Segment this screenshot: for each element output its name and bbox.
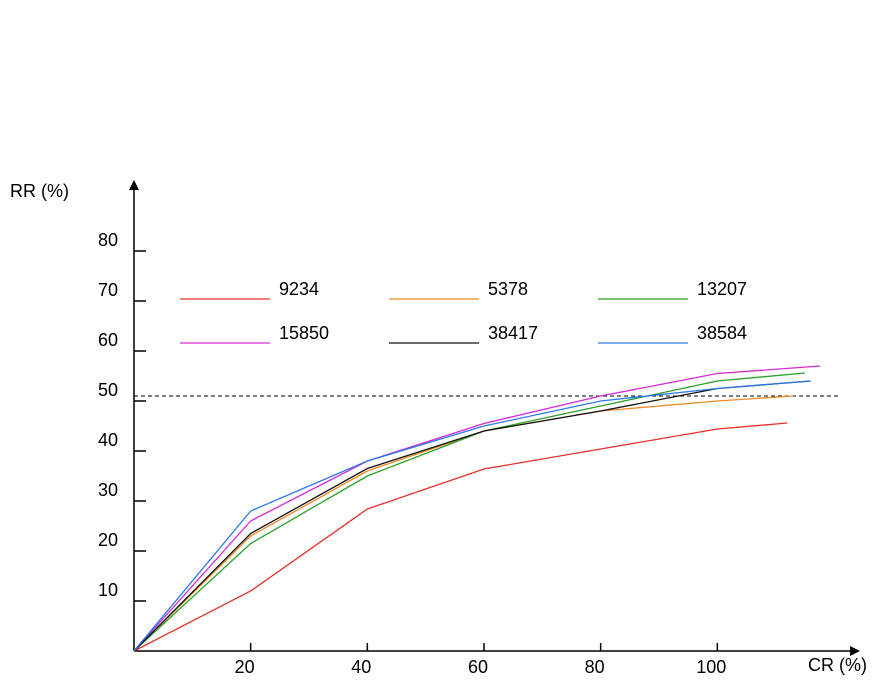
y-tick-label: 80 bbox=[98, 230, 118, 250]
legend-label: 38417 bbox=[488, 323, 538, 343]
series-line bbox=[134, 396, 793, 651]
chart: RR (%) CR (%) 10 20 30 40 50 60 70 80 20 40 60 80 10… bbox=[0, 0, 890, 681]
series-line bbox=[134, 381, 811, 651]
legend-label: 15850 bbox=[279, 323, 329, 343]
series-line bbox=[134, 366, 820, 651]
x-tick-label: 80 bbox=[585, 657, 605, 677]
y-tick-label: 10 bbox=[98, 580, 118, 600]
series-line bbox=[134, 381, 811, 651]
y-tick-label: 60 bbox=[98, 330, 118, 350]
y-axis-label: RR (%) bbox=[10, 181, 69, 201]
x-tick-label: 40 bbox=[351, 657, 371, 677]
legend-label: 5378 bbox=[488, 279, 528, 299]
page: RR (%) CR (%) 10 20 30 40 50 60 70 80 20 40 60 80 10… bbox=[0, 0, 890, 681]
y-tick-label: 50 bbox=[98, 380, 118, 400]
y-tick-label: 30 bbox=[98, 480, 118, 500]
axes bbox=[134, 188, 850, 651]
x-tick-label: 20 bbox=[235, 657, 255, 677]
legend-label: 9234 bbox=[279, 279, 319, 299]
legend-label: 38584 bbox=[697, 323, 747, 343]
x-axis-label: CR (%) bbox=[808, 655, 867, 675]
y-tick-label: 20 bbox=[98, 530, 118, 550]
x-tick-label: 60 bbox=[468, 657, 488, 677]
y-tick-label: 70 bbox=[98, 280, 118, 300]
y-arrow bbox=[129, 180, 139, 190]
x-tick-label: 100 bbox=[696, 657, 726, 677]
series-line bbox=[134, 423, 787, 651]
series-line bbox=[134, 373, 805, 651]
y-tick-label: 40 bbox=[98, 430, 118, 450]
legend-label: 13207 bbox=[697, 279, 747, 299]
